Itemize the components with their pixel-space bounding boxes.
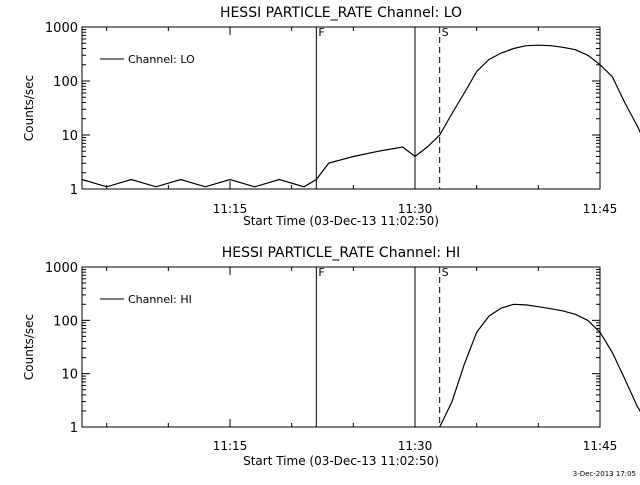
y-tick-label: 1000 <box>45 21 78 36</box>
y-tick-label: 1 <box>70 183 78 198</box>
legend-label: Channel: LO <box>128 53 195 66</box>
y-tick-label: 1000 <box>45 261 78 276</box>
x-tick-label: 11:45 <box>583 439 618 453</box>
x-axis-label: Start Time (03-Dec-13 11:02:50) <box>243 454 439 468</box>
chart-title: HESSI PARTICLE_RATE Channel: HI <box>222 245 460 261</box>
x-tick-label: 11:15 <box>213 439 248 453</box>
x-axis-label: Start Time (03-Dec-13 11:02:50) <box>243 214 439 228</box>
chart-title: HESSI PARTICLE_RATE Channel: LO <box>220 5 462 21</box>
series-line <box>81 44 640 188</box>
y-tick-label: 10 <box>61 368 78 383</box>
marker-label: S <box>442 26 449 39</box>
x-tick-label: 11:30 <box>398 202 433 216</box>
y-axis-label: Counts/sec <box>22 75 36 141</box>
y-axis-label: Counts/sec <box>22 314 36 380</box>
x-tick-label: 11:30 <box>398 439 433 453</box>
marker-label: S <box>442 266 449 279</box>
footer-date: 3-Dec-2013 17:05 <box>572 470 636 478</box>
y-tick-label: 100 <box>53 75 78 90</box>
y-tick-label: 10 <box>61 129 78 144</box>
plot-frame <box>81 266 601 428</box>
plot-frame <box>81 26 601 190</box>
y-tick-label: 1 <box>70 421 78 436</box>
x-tick-label: 11:15 <box>213 202 248 216</box>
marker-label: F <box>318 266 324 279</box>
y-tick-label: 100 <box>53 314 78 329</box>
marker-label: F <box>318 26 324 39</box>
legend-label: Channel: HI <box>128 293 192 306</box>
x-tick-label: 11:45 <box>583 202 618 216</box>
series-line <box>439 303 640 428</box>
